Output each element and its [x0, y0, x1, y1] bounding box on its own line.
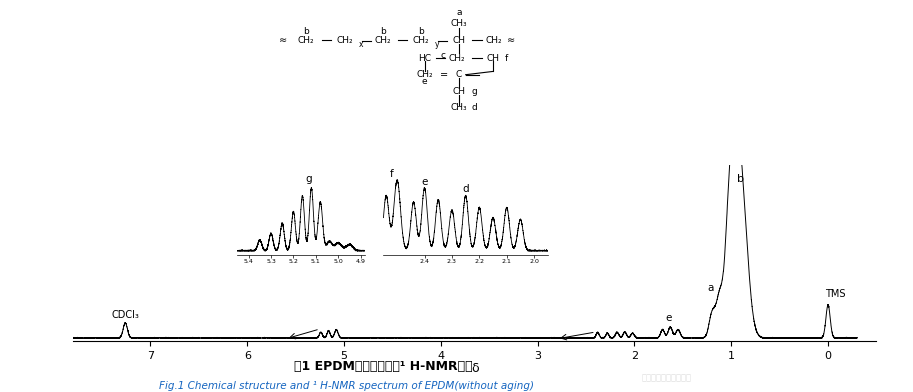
Text: CH: CH	[487, 54, 499, 63]
Text: ≈: ≈	[279, 35, 287, 45]
Text: CH₃: CH₃	[450, 103, 467, 113]
Text: CH₂: CH₂	[448, 54, 465, 63]
Text: 橡胶技术李秀权工作室: 橡胶技术李秀权工作室	[642, 373, 691, 382]
Text: b: b	[303, 27, 309, 36]
Text: x: x	[359, 40, 362, 49]
Text: CH₂: CH₂	[336, 36, 353, 45]
Text: y: y	[436, 40, 439, 49]
Text: CH₂: CH₂	[413, 36, 429, 45]
Text: g: g	[306, 174, 312, 184]
Text: a: a	[456, 8, 462, 16]
Text: Fig.1 Chemical structure and ¹ H-NMR spectrum of EPDM(without aging): Fig.1 Chemical structure and ¹ H-NMR spe…	[160, 381, 534, 391]
Text: CH₂: CH₂	[486, 36, 502, 45]
Text: CH₂: CH₂	[298, 36, 314, 45]
Text: c: c	[440, 51, 446, 60]
Text: CH₂: CH₂	[374, 36, 391, 45]
Text: HC: HC	[418, 54, 431, 63]
Text: b: b	[380, 27, 385, 36]
Text: b: b	[418, 27, 424, 36]
Text: e: e	[422, 77, 427, 86]
Text: d: d	[462, 184, 469, 194]
Text: C: C	[456, 70, 462, 79]
Text: g: g	[472, 87, 477, 96]
Text: b: b	[738, 174, 744, 184]
Text: CDCl₃: CDCl₃	[111, 310, 140, 320]
Text: f: f	[390, 169, 394, 179]
Text: e: e	[666, 313, 672, 323]
Text: CH₂: CH₂	[416, 70, 433, 79]
Text: TMS: TMS	[825, 289, 845, 299]
X-axis label: δ: δ	[471, 362, 478, 375]
Text: d: d	[472, 103, 477, 113]
Text: f: f	[505, 54, 509, 63]
Text: CH₃: CH₃	[450, 19, 467, 28]
Text: 图1 EPDM的化学结构及¹ H-NMR谱图: 图1 EPDM的化学结构及¹ H-NMR谱图	[294, 360, 473, 374]
Text: a: a	[707, 283, 713, 293]
Text: CH: CH	[452, 87, 466, 96]
Text: ≈: ≈	[508, 35, 515, 45]
Text: =: =	[440, 70, 447, 80]
Text: CH: CH	[452, 36, 466, 45]
Text: e: e	[422, 176, 427, 187]
